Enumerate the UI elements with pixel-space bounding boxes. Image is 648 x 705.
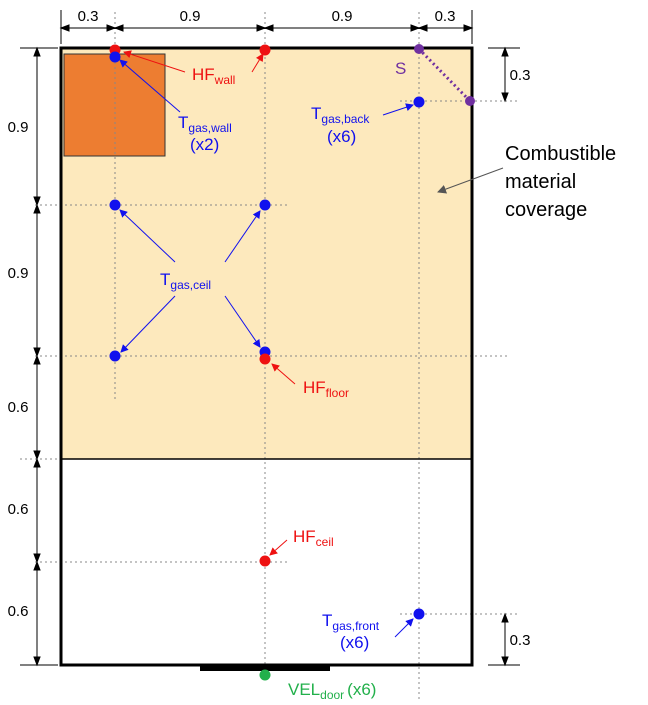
t-gas-ceil-point-1 (109, 199, 121, 211)
t-gas-front-label: Tgas,front (322, 611, 380, 633)
hf-wall-label: HFwall (192, 65, 235, 87)
s-point-top (414, 44, 424, 54)
dim-right-bottom: 0.3 (510, 632, 531, 649)
dim-left-4: 0.6 (8, 501, 29, 518)
vel-door-point (259, 669, 271, 681)
s-point-right (465, 96, 475, 106)
dim-left-3: 0.6 (8, 399, 29, 416)
dim-left-2: 0.9 (8, 265, 29, 282)
coverage-line-3: coverage (505, 199, 587, 221)
wall-block (63, 53, 166, 157)
t-gas-ceil-point-2 (259, 199, 271, 211)
right-dimensions (488, 46, 520, 667)
arrows (119, 50, 504, 638)
door (200, 664, 330, 671)
hf-ceil-point (259, 555, 271, 567)
dim-left-5: 0.6 (8, 603, 29, 620)
dim-top-4: 0.3 (435, 8, 456, 25)
hf-floor-label: HFfloor (303, 378, 349, 400)
s-dotted-line (417, 47, 472, 103)
t-gas-back-point (413, 96, 425, 108)
t-gas-wall-label: Tgas,wall (178, 113, 232, 135)
sensor-points (109, 44, 475, 681)
dim-right-top: 0.3 (510, 67, 531, 84)
top-dimensions (59, 10, 474, 44)
coverage-line-2: material (505, 171, 576, 193)
t-gas-wall-point (109, 51, 121, 63)
t-gas-back-count: (x6) (327, 127, 356, 146)
t-gas-ceil-point-3 (109, 350, 121, 362)
hf-ceil-label: HFceil (293, 527, 334, 549)
dim-top-1: 0.3 (78, 8, 99, 25)
t-gas-front-count: (x6) (340, 633, 369, 652)
hf-wall-point-2 (259, 44, 271, 56)
dim-left-1: 0.9 (8, 119, 29, 136)
s-label: S (395, 59, 406, 78)
dim-top-2: 0.9 (180, 8, 201, 25)
t-gas-ceil-label: Tgas,ceil (160, 270, 211, 292)
vel-door-label: VELdoor (x6) (288, 680, 376, 702)
t-gas-front-point (413, 608, 425, 620)
dim-top-3: 0.9 (332, 8, 353, 25)
left-dimensions (20, 46, 58, 667)
coverage-line-1: Combustible (505, 143, 616, 165)
t-gas-wall-count: (x2) (190, 135, 219, 154)
t-gas-back-label: Tgas,back (311, 104, 370, 126)
hf-floor-point (259, 353, 271, 365)
